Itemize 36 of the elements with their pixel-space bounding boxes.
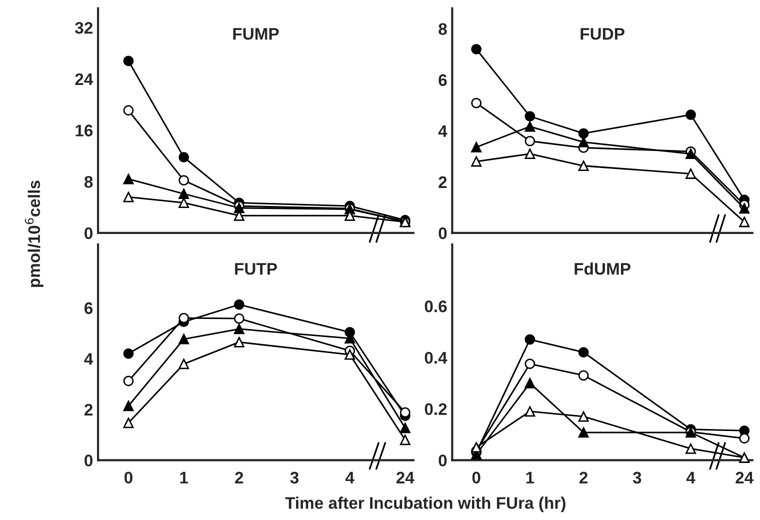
y-tick-label: 2 <box>438 176 447 188</box>
y-tick-label: 0.4 <box>424 352 448 364</box>
y-tick-label: 6 <box>84 302 93 314</box>
y-tick-label: 32 <box>75 22 93 34</box>
y-tick-label: 0.2 <box>424 403 447 416</box>
text: FUTP <box>235 263 277 275</box>
x-tick-label: 0 <box>124 472 132 484</box>
y-tick-label: 4 <box>84 353 94 365</box>
y-tick-label: 0 <box>438 227 447 240</box>
y-tick-label: 0 <box>84 454 92 466</box>
x-tick-label: 2 <box>235 472 244 484</box>
x-tick-label: 24 <box>396 472 414 484</box>
x-tick-label: 24 <box>736 472 754 484</box>
y-tick-label: 0 <box>84 227 92 240</box>
y-tick-label: 8 <box>84 176 93 188</box>
y-tick-label: 16 <box>76 124 93 136</box>
y-tick-label: 0 <box>438 454 447 466</box>
x-tick-label: 3 <box>632 472 642 484</box>
x-tick-label: 0 <box>472 472 480 484</box>
text: FUDP <box>580 28 624 40</box>
x-tick-label: 3 <box>290 472 299 484</box>
y-tick-label: 8 <box>438 23 447 35</box>
x-axis-title: Time after Incubation with FUra (hr) <box>285 496 566 512</box>
y-axis-title: pmol/10$^{6}$cells <box>24 180 44 287</box>
x-tick-label: 2 <box>579 472 588 484</box>
x-tick-label: 4 <box>345 472 354 484</box>
y-tick-label: 0.6 <box>424 300 447 312</box>
y-tick-label: 24 <box>75 73 94 85</box>
y-tick-label: 6 <box>438 74 447 86</box>
text: FdUMP <box>574 262 630 275</box>
text: FUMP <box>233 28 279 40</box>
x-tick-label: 1 <box>180 472 188 484</box>
y-tick-label: 4 <box>438 125 448 137</box>
x-tick-label: 1 <box>526 472 534 484</box>
x-tick-label: 4 <box>686 472 696 484</box>
y-tick-label: 2 <box>84 404 93 416</box>
